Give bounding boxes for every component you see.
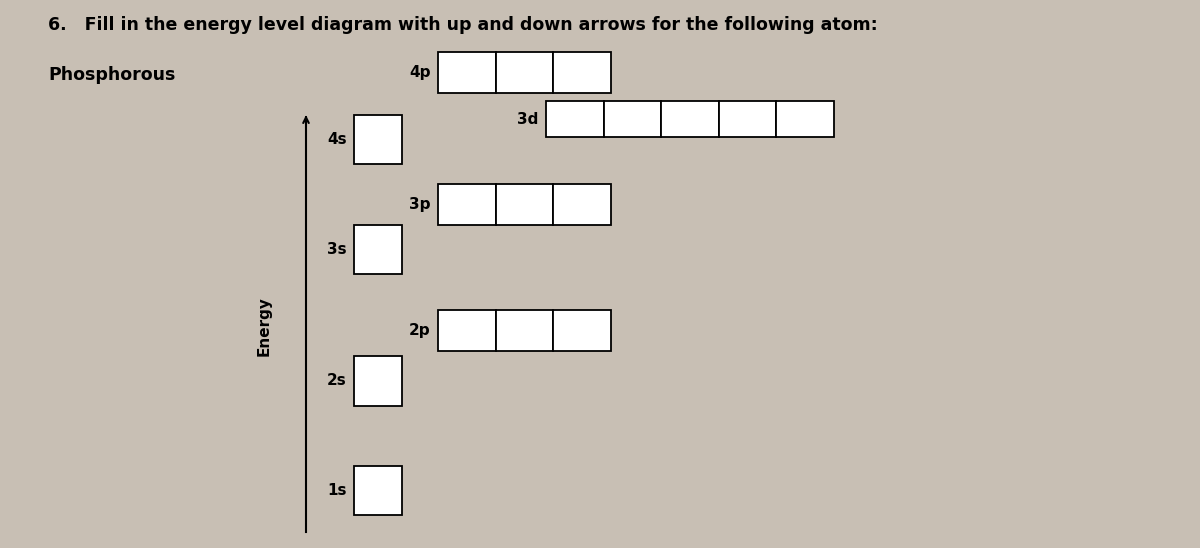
Bar (604, 101, 661, 137)
Bar (553, 310, 611, 351)
Text: 2s: 2s (328, 373, 347, 389)
Bar (354, 356, 402, 406)
Bar (553, 184, 611, 225)
Bar (438, 184, 496, 225)
Text: 2p: 2p (409, 323, 431, 338)
Bar (438, 52, 496, 93)
Bar (354, 115, 402, 164)
Text: Phosphorous: Phosphorous (48, 66, 175, 84)
Text: 3s: 3s (328, 242, 347, 257)
Text: 3d: 3d (517, 112, 539, 127)
Text: 3p: 3p (409, 197, 431, 212)
Bar (661, 101, 719, 137)
Text: Energy: Energy (257, 296, 271, 356)
Bar (496, 310, 553, 351)
Bar (719, 101, 776, 137)
Bar (776, 101, 834, 137)
Bar (496, 184, 553, 225)
Bar (496, 52, 553, 93)
Text: 4p: 4p (409, 65, 431, 80)
Text: 1s: 1s (328, 483, 347, 498)
Text: 4s: 4s (328, 132, 347, 147)
Bar (354, 466, 402, 515)
Bar (438, 310, 496, 351)
Bar (553, 52, 611, 93)
Bar (354, 225, 402, 274)
Text: 6.   Fill in the energy level diagram with up and down arrows for the following : 6. Fill in the energy level diagram with… (48, 16, 877, 35)
Bar (546, 101, 604, 137)
